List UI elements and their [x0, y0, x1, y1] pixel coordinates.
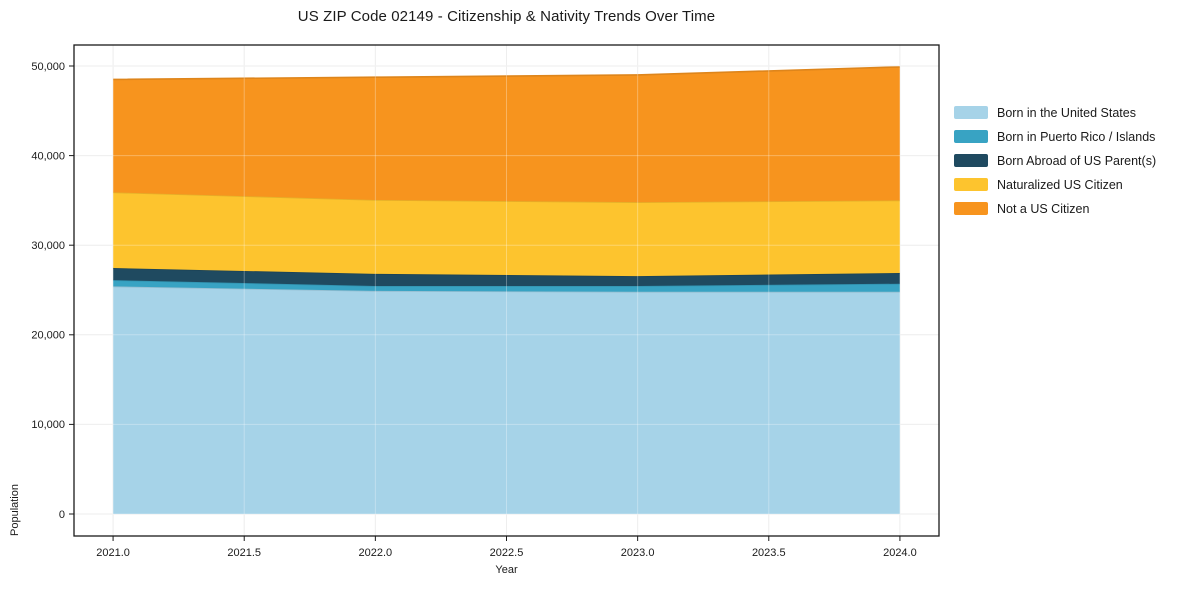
- x-tick-label: 2023.0: [621, 547, 655, 559]
- legend-item-5: Not a US Citizen: [954, 201, 1156, 216]
- legend-label-4: Naturalized US Citizen: [997, 177, 1123, 192]
- legend-item-3: Born Abroad of US Parent(s): [954, 153, 1157, 168]
- area-edge-5: [113, 66, 900, 81]
- x-tick-label: 2024.0: [883, 547, 917, 559]
- legend-item-2: Born in Puerto Rico / Islands: [954, 129, 1156, 144]
- legend-label-2: Born in Puerto Rico / Islands: [997, 129, 1156, 144]
- legend-label-1: Born in the United States: [997, 105, 1136, 120]
- legend-swatch-2: [954, 130, 988, 143]
- legend-item-4: Naturalized US Citizen: [954, 177, 1156, 192]
- x-tick-label: 2022.0: [359, 547, 393, 559]
- area-1: [113, 286, 900, 514]
- legend: Born in the United States Born in Puerto …: [954, 105, 1157, 216]
- area-5: [113, 66, 900, 203]
- x-axis-label: Year: [495, 564, 518, 576]
- y-tick-label: 20,000: [31, 330, 65, 342]
- y-tick-label: 10,000: [31, 419, 65, 431]
- x-tick-label: 2022.5: [490, 547, 524, 559]
- x-tick-label: 2021.5: [227, 547, 261, 559]
- y-axis-label: Population: [9, 484, 21, 536]
- y-tick-label: 40,000: [31, 150, 65, 162]
- y-tick-label: 0: [59, 509, 65, 521]
- x-tick-label: 2023.5: [752, 547, 786, 559]
- area-4: [113, 192, 900, 277]
- legend-swatch-1: [954, 106, 988, 119]
- legend-swatch-5: [954, 202, 988, 215]
- legend-label-3: Born Abroad of US Parent(s): [997, 153, 1157, 168]
- legend-swatch-3: [954, 154, 988, 167]
- legend-swatch-4: [954, 178, 988, 191]
- legend-item-1: Born in the United States: [954, 105, 1156, 120]
- y-tick-label: 50,000: [31, 61, 65, 73]
- x-tick-label: 2021.0: [96, 547, 130, 559]
- legend-label-5: Not a US Citizen: [997, 201, 1090, 216]
- chart-title: US ZIP Code 02149 - Citizenship & Nativi…: [297, 8, 716, 25]
- y-tick-label: 30,000: [31, 240, 65, 252]
